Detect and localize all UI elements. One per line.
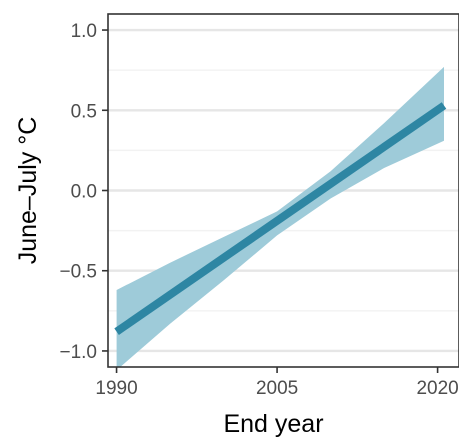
y-tick-label: 0.5 — [71, 101, 97, 122]
y-tick-label: −1.0 — [59, 342, 97, 363]
x-tick-label: 2005 — [256, 378, 298, 399]
trend-line — [114, 102, 447, 335]
y-tick-label: −0.5 — [59, 262, 97, 283]
x-axis: 1990 2005 2020 — [95, 367, 459, 399]
y-tick-label: 1.0 — [71, 21, 97, 42]
y-axis: −1.0 −0.5 0.0 0.5 1.0 — [59, 21, 108, 363]
series-lines — [114, 102, 447, 335]
y-tick-label: 0.0 — [71, 182, 97, 203]
x-tick-label: 1990 — [95, 378, 137, 399]
x-axis-title: End year — [223, 410, 323, 437]
y-axis-title: June–July °C — [14, 117, 42, 265]
x-tick-label: 2020 — [416, 378, 458, 399]
